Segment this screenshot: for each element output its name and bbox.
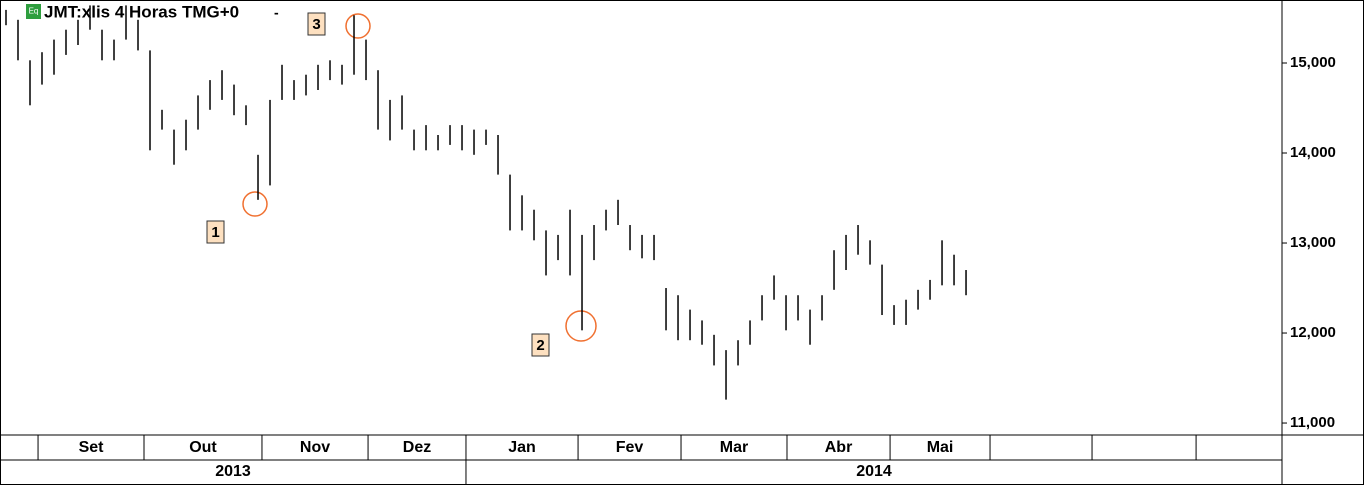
- icon-text: Eq: [29, 7, 39, 16]
- title-suffix: -: [274, 5, 279, 21]
- annotation-circle: [345, 13, 371, 39]
- annotation-box: [531, 333, 550, 357]
- x-tick-label: Mar: [720, 439, 748, 456]
- x-tick-label: Out: [189, 439, 217, 456]
- chart-title: JMT:xlis 4 Horas TMG+0: [44, 2, 239, 21]
- annotation-label: 2: [536, 337, 544, 354]
- annotation-label: 3: [312, 16, 320, 33]
- annotation-label: 1: [211, 224, 219, 241]
- y-tick-label: 12,000: [1290, 324, 1336, 341]
- x-tick-label: Dez: [403, 439, 431, 456]
- y-tick-label: 14,000: [1290, 144, 1336, 161]
- x-tick-label: Set: [79, 439, 105, 456]
- x-tick-label: Fev: [616, 439, 644, 456]
- x-tick-label: Jan: [508, 439, 536, 456]
- y-tick-label: 15,000: [1290, 54, 1336, 71]
- y-tick-label: 11,000: [1290, 414, 1335, 431]
- x-tick-label: Mai: [927, 439, 954, 456]
- y-tick-label: 13,000: [1290, 234, 1336, 251]
- icon: [26, 4, 41, 19]
- year-label: 2013: [215, 463, 251, 480]
- annotation-circle: [565, 310, 597, 342]
- annotation-box: [307, 12, 326, 36]
- year-label: 2014: [856, 463, 892, 480]
- annotation-box: [206, 220, 225, 244]
- x-tick-label: Nov: [300, 439, 330, 456]
- annotation-circle: [242, 191, 268, 217]
- x-tick-label: Abr: [825, 439, 853, 456]
